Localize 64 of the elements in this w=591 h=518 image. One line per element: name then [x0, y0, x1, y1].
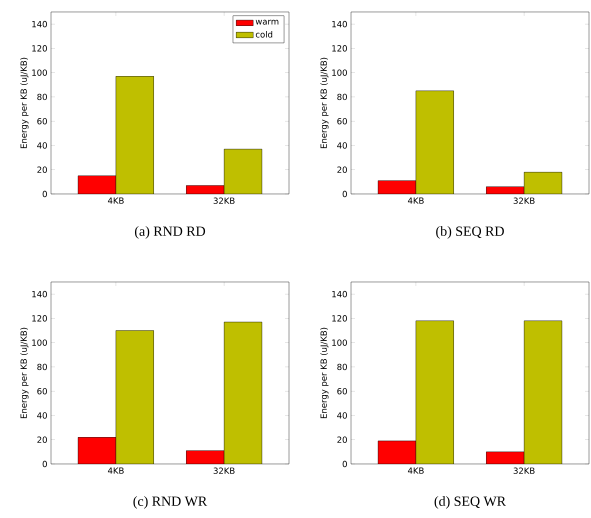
y-tick-label: 60 — [37, 388, 47, 394]
x-tick-label: 32KB — [514, 198, 535, 204]
bar — [224, 322, 262, 464]
y-tick-label: 0 — [342, 460, 347, 468]
y-tick-label: 0 — [342, 190, 347, 198]
bar — [524, 172, 562, 194]
y-axis-title: Energy per KB (uJ/KB) — [20, 328, 28, 418]
y-tick-label: 140 — [332, 20, 347, 28]
y-tick-label: 100 — [32, 339, 47, 346]
y-tick-label: 20 — [337, 166, 347, 173]
bar — [116, 76, 154, 194]
y-tick-label: 80 — [337, 364, 347, 370]
y-axis-title: Energy per KB (uJ/KB) — [320, 328, 328, 418]
y-tick-label: 60 — [337, 118, 347, 124]
text: (b) SEQ RD — [436, 226, 504, 239]
x-tick-label: 4KB — [408, 468, 424, 474]
bar — [378, 180, 416, 194]
y-tick-label: 60 — [37, 118, 47, 124]
y-tick-label: 80 — [37, 94, 47, 100]
y-tick-label: 140 — [32, 20, 47, 28]
bar — [78, 176, 116, 194]
bar — [78, 437, 116, 464]
y-tick-label: 20 — [337, 436, 347, 443]
y-tick-label: 20 — [37, 436, 47, 443]
y-tick-label: 60 — [337, 388, 347, 394]
y-tick-label: 100 — [32, 69, 47, 76]
y-tick-label: 80 — [337, 94, 347, 100]
y-tick-label: 0 — [42, 190, 47, 198]
y-tick-label: 80 — [37, 364, 47, 370]
y-tick-label: 40 — [37, 142, 47, 149]
x-tick-label: 32KB — [214, 198, 235, 204]
bar — [416, 90, 454, 194]
y-tick-label: 40 — [337, 412, 347, 419]
bar — [186, 450, 224, 464]
y-axis-title: Energy per KB (uJ/KB) — [320, 58, 328, 148]
x-tick-label: 4KB — [108, 468, 124, 474]
bar — [486, 452, 524, 464]
y-tick-label: 120 — [332, 45, 347, 52]
y-tick-label: 40 — [37, 412, 47, 419]
y-tick-label: 120 — [332, 315, 347, 322]
y-tick-label: 140 — [32, 290, 47, 298]
legend-label: warm — [256, 20, 278, 25]
x-tick-label: 4KB — [108, 198, 124, 204]
y-tick-label: 120 — [32, 315, 47, 322]
text: (d) SEQ WR — [434, 496, 506, 509]
bar — [224, 148, 262, 194]
bar — [378, 440, 416, 464]
x-tick-label: 32KB — [214, 468, 235, 474]
y-tick-label: 20 — [37, 166, 47, 173]
y-tick-label: 100 — [332, 339, 347, 346]
x-tick-label: 32KB — [514, 468, 535, 474]
text: (a) RND RD — [134, 226, 206, 239]
y-axis-title: Energy per KB (uJ/KB) — [20, 58, 28, 148]
text: (c) RND WR — [133, 496, 208, 509]
y-tick-label: 0 — [42, 460, 47, 468]
y-tick-label: 140 — [332, 290, 347, 298]
legend-label: cold — [256, 31, 272, 38]
bar — [116, 330, 154, 464]
bar — [416, 320, 454, 464]
x-tick-label: 4KB — [408, 198, 424, 204]
y-tick-label: 40 — [337, 142, 347, 149]
y-tick-label: 100 — [332, 69, 347, 76]
y-tick-label: 120 — [32, 45, 47, 52]
bar — [524, 320, 562, 464]
